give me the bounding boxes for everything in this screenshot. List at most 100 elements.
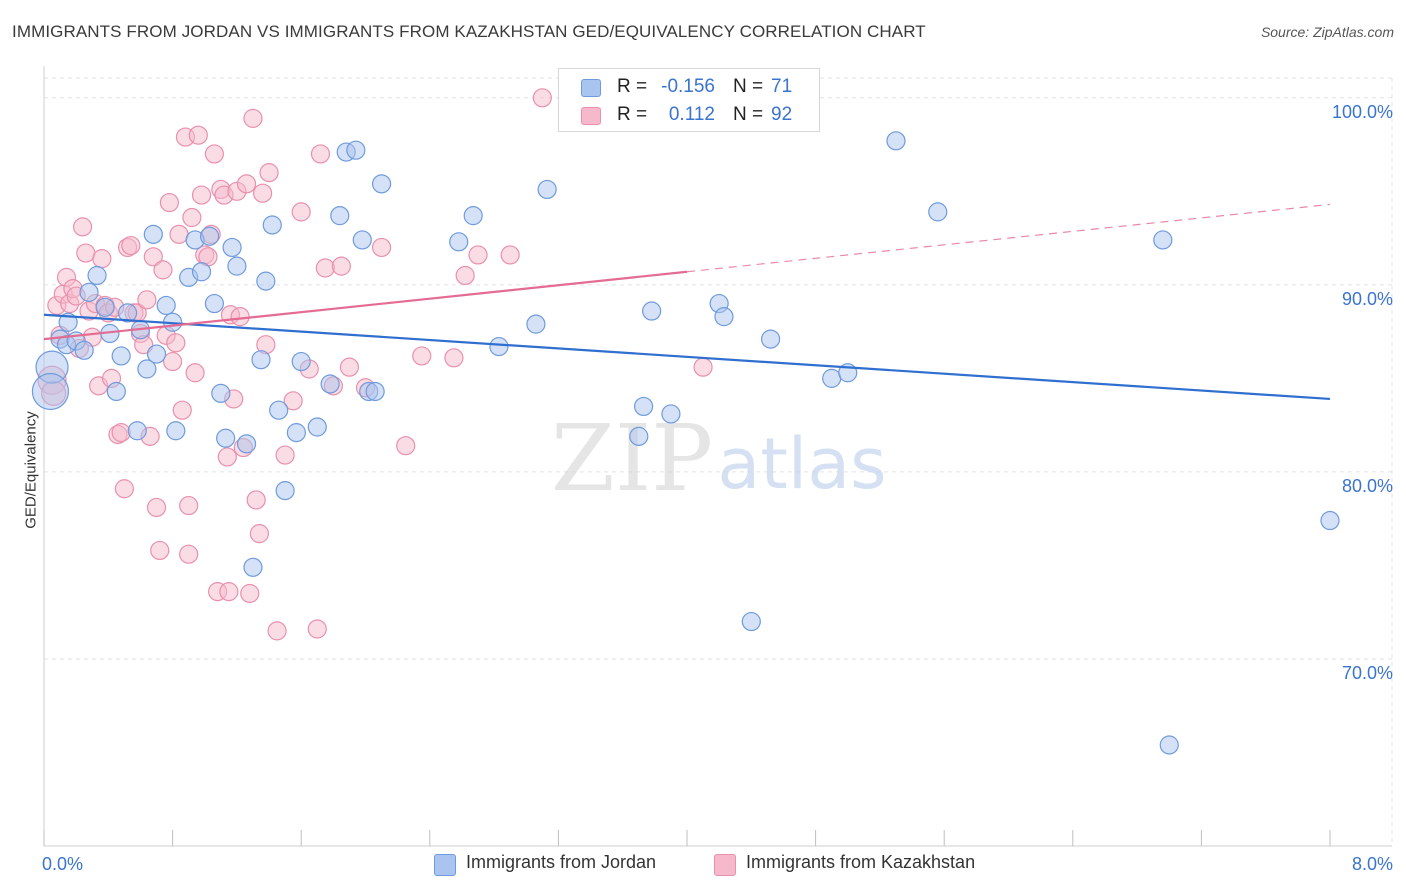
- jordan-point: [633, 396, 654, 417]
- kazakhstan-point: [179, 495, 199, 516]
- jordan-point: [760, 329, 781, 349]
- kazakhstan-point: [76, 243, 96, 263]
- y-tick-label: 90.0%: [1342, 289, 1393, 309]
- kazakhstan-point: [72, 217, 93, 237]
- watermark: ZIP atlas: [551, 405, 887, 512]
- jordan-point: [106, 381, 126, 402]
- kazakhstan-point: [179, 544, 199, 564]
- correlation-legend: R = -0.156 N = 71 R = 0.112 N = 92: [558, 68, 820, 132]
- jordan-point: [262, 215, 282, 235]
- kazakhstan-swatch: [581, 107, 601, 125]
- jordan-point: [1320, 510, 1340, 531]
- kazakhstan-point: [246, 490, 266, 510]
- kazakhstan-point: [159, 192, 179, 213]
- jordan-point: [642, 301, 662, 321]
- kazakhstan-point: [150, 540, 170, 561]
- kazakhstan-point: [163, 351, 183, 372]
- jordan-point: [269, 400, 289, 420]
- jordan-point: [95, 297, 115, 317]
- kazakhstan-point: [219, 582, 239, 602]
- kazakhstan-point: [243, 108, 263, 128]
- jordan-point: [489, 336, 509, 357]
- kazakhstan-point: [331, 256, 351, 276]
- jordan-point: [146, 344, 167, 364]
- kazakhstan-point: [185, 363, 205, 383]
- kazakhstan-point: [172, 400, 192, 420]
- kazakhstan-point: [111, 423, 131, 443]
- jordan-point: [307, 417, 327, 437]
- trend-lines: [43, 203, 1331, 401]
- kazakhstan-trend-line-solid: [43, 270, 688, 341]
- kazakhstan-point: [121, 235, 141, 256]
- jordan-point: [291, 351, 311, 372]
- jordan-point: [79, 282, 99, 302]
- series-jordan-points: [31, 88, 1340, 755]
- kazakhstan-point: [283, 391, 303, 411]
- legend-row-kazakhstan: R = 0.112 N = 92: [559, 101, 819, 129]
- kazakhstan-point: [249, 524, 270, 544]
- kazakhstan-point: [169, 224, 189, 244]
- kazakhstan-point: [153, 260, 173, 280]
- jordan-swatch: [581, 79, 601, 97]
- r-label: R =: [617, 104, 648, 125]
- jordan-point: [886, 131, 906, 151]
- y-tick-label: 100.0%: [1332, 102, 1393, 122]
- jordan-point: [216, 428, 236, 448]
- jordan-point: [58, 312, 78, 332]
- kazakhstan-point: [166, 333, 186, 353]
- kazakhstan-legend-swatch: [714, 854, 736, 876]
- n-value-kazakhstan: 92: [771, 104, 793, 125]
- r-value-kazakhstan: 0.112: [668, 104, 715, 125]
- kazakhstan-point: [310, 144, 331, 164]
- jordan-point: [741, 611, 761, 632]
- jordan-point: [320, 374, 340, 394]
- kazakhstan-point: [468, 245, 488, 265]
- jordan-point: [352, 230, 372, 250]
- jordan-point: [661, 404, 681, 424]
- kazakhstan-point: [137, 290, 157, 310]
- kazakhstan-point: [267, 621, 287, 641]
- x-tick-label-max: 8.0%: [1352, 854, 1393, 874]
- n-label: N =: [733, 76, 764, 97]
- jordan-point: [463, 206, 483, 226]
- jordan-point: [330, 206, 350, 226]
- jordan-point: [629, 426, 649, 446]
- kazakhstan-point: [143, 247, 163, 267]
- jordan-point: [156, 295, 176, 316]
- jordan-legend-swatch: [434, 854, 456, 876]
- jordan-point: [714, 307, 734, 327]
- kazakhstan-point: [253, 183, 273, 203]
- jordan-point: [236, 434, 257, 454]
- jordan-point: [537, 179, 557, 200]
- jordan-point: [275, 481, 295, 501]
- kazakhstan-point: [188, 125, 208, 145]
- kazakhstan-point: [236, 174, 257, 194]
- y-tick-label: 70.0%: [1342, 663, 1393, 683]
- kazakhstan-point: [500, 245, 520, 265]
- kazakhstan-point: [217, 447, 237, 467]
- n-value-jordan: 71: [771, 76, 793, 97]
- jordan-point: [211, 383, 231, 403]
- kazakhstan-trend-line-dashed: [686, 203, 1331, 273]
- jordan-point: [117, 303, 138, 323]
- jordan-point: [74, 340, 94, 360]
- jordan-point: [243, 557, 263, 577]
- jordan-point: [199, 226, 220, 246]
- watermark-zip: ZIP: [551, 405, 713, 512]
- jordan-point: [1153, 230, 1173, 250]
- legend-label-jordan: Immigrants from Jordan: [466, 852, 657, 872]
- kazakhstan-point: [693, 357, 713, 377]
- kazakhstan-point: [455, 265, 475, 286]
- legend-label-kazakhstan: Immigrants from Kazakhstan: [746, 852, 976, 872]
- jordan-point: [251, 350, 271, 370]
- jordan-point: [256, 271, 276, 291]
- kazakhstan-point: [204, 144, 224, 164]
- kazakhstan-point: [444, 348, 464, 368]
- kazakhstan-point: [307, 619, 327, 639]
- jordan-point: [111, 346, 131, 366]
- kazakhstan-point: [114, 479, 134, 499]
- jordan-point: [371, 174, 392, 194]
- jordan-point: [222, 237, 242, 258]
- y-tick-label: 80.0%: [1342, 476, 1393, 496]
